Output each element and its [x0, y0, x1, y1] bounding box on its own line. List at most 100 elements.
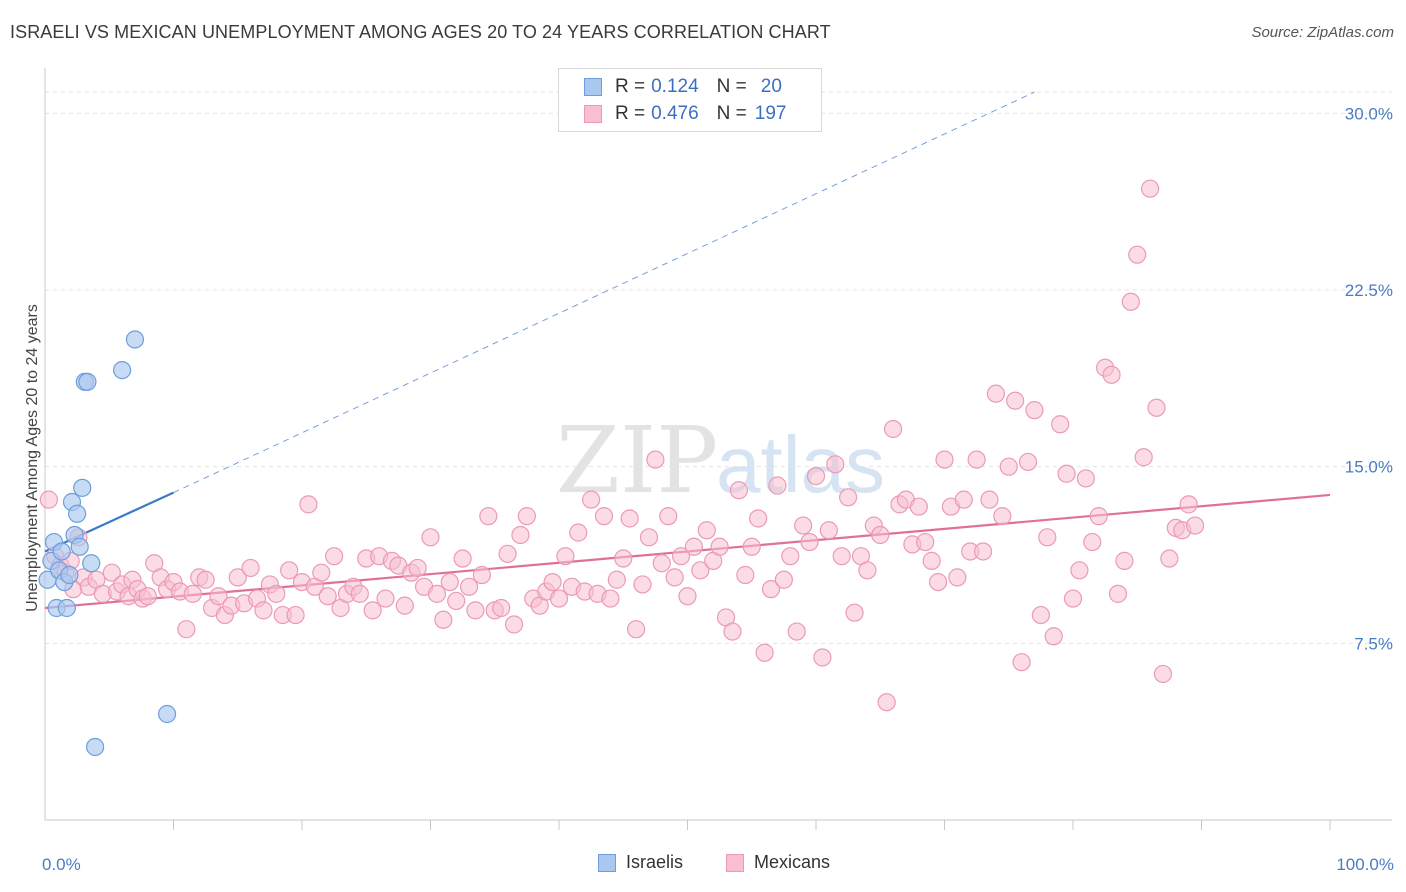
point-mexicans[interactable]: [408, 558, 427, 578]
point-mexicans[interactable]: [318, 587, 337, 606]
point-israelis[interactable]: [82, 554, 101, 573]
point-mexicans[interactable]: [1160, 549, 1179, 568]
point-mexicans[interactable]: [671, 547, 691, 566]
point-mexicans[interactable]: [556, 547, 575, 566]
point-mexicans[interactable]: [858, 561, 877, 580]
point-mexicans[interactable]: [819, 521, 838, 540]
point-israelis[interactable]: [70, 537, 89, 556]
point-israelis[interactable]: [60, 565, 79, 585]
point-mexicans[interactable]: [832, 547, 851, 566]
point-mexicans[interactable]: [511, 525, 530, 545]
point-mexicans[interactable]: [922, 551, 941, 570]
point-israelis[interactable]: [78, 372, 97, 391]
point-mexicans[interactable]: [492, 598, 511, 618]
point-mexicans[interactable]: [1057, 464, 1076, 483]
point-mexicans[interactable]: [177, 620, 196, 639]
point-mexicans[interactable]: [569, 523, 588, 542]
point-mexicans[interactable]: [376, 589, 395, 608]
point-mexicans[interactable]: [1121, 292, 1140, 311]
point-mexicans[interactable]: [1025, 401, 1044, 420]
point-mexicans[interactable]: [196, 570, 215, 589]
bottom-legend-mexicans[interactable]: Mexicans: [726, 852, 830, 873]
point-mexicans[interactable]: [1108, 584, 1128, 603]
point-mexicans[interactable]: [684, 537, 704, 556]
point-mexicans[interactable]: [973, 542, 993, 561]
point-mexicans[interactable]: [1128, 245, 1147, 264]
point-mexicans[interactable]: [787, 622, 806, 641]
point-mexicans[interactable]: [749, 509, 768, 528]
point-israelis[interactable]: [73, 478, 92, 497]
point-mexicans[interactable]: [1070, 561, 1089, 580]
point-mexicans[interactable]: [781, 547, 800, 566]
point-mexicans[interactable]: [761, 580, 781, 599]
point-mexicans[interactable]: [626, 620, 646, 639]
point-mexicans[interactable]: [614, 549, 633, 568]
point-mexicans[interactable]: [1044, 627, 1063, 646]
point-mexicans[interactable]: [639, 528, 659, 547]
point-mexicans[interactable]: [909, 497, 928, 516]
point-mexicans[interactable]: [350, 584, 369, 603]
point-mexicans[interactable]: [954, 490, 973, 509]
point-mexicans[interactable]: [601, 589, 620, 608]
point-mexicans[interactable]: [594, 507, 614, 526]
point-mexicans[interactable]: [504, 615, 524, 634]
point-mexicans[interactable]: [794, 516, 813, 535]
point-mexicans[interactable]: [440, 572, 459, 592]
point-mexicans[interactable]: [1012, 653, 1031, 672]
point-mexicans[interactable]: [1018, 452, 1038, 472]
point-mexicans[interactable]: [1102, 365, 1121, 384]
point-mexicans[interactable]: [434, 610, 453, 629]
point-mexicans[interactable]: [839, 488, 858, 507]
point-mexicans[interactable]: [999, 457, 1018, 476]
point-israelis[interactable]: [86, 737, 105, 757]
point-mexicans[interactable]: [633, 575, 652, 594]
point-mexicans[interactable]: [1153, 664, 1173, 684]
point-mexicans[interactable]: [993, 507, 1012, 526]
point-mexicans[interactable]: [241, 558, 260, 578]
point-mexicans[interactable]: [916, 532, 935, 552]
point-mexicans[interactable]: [395, 596, 414, 615]
point-mexicans[interactable]: [1051, 415, 1070, 434]
point-mexicans[interactable]: [1140, 179, 1160, 198]
point-mexicans[interactable]: [498, 544, 517, 563]
point-mexicans[interactable]: [678, 587, 697, 606]
point-mexicans[interactable]: [1063, 589, 1083, 608]
point-mexicans[interactable]: [517, 507, 536, 526]
point-mexicans[interactable]: [209, 587, 228, 606]
point-mexicans[interactable]: [1083, 532, 1102, 552]
point-mexicans[interactable]: [472, 565, 491, 585]
point-mexicans[interactable]: [659, 507, 678, 526]
point-israelis[interactable]: [57, 598, 76, 618]
point-mexicans[interactable]: [652, 554, 671, 573]
point-mexicans[interactable]: [967, 450, 986, 469]
point-mexicans[interactable]: [325, 547, 344, 566]
point-mexicans[interactable]: [1134, 448, 1153, 467]
point-mexicans[interactable]: [948, 568, 967, 587]
point-mexicans[interactable]: [607, 570, 626, 589]
point-mexicans[interactable]: [1147, 398, 1166, 417]
point-mexicans[interactable]: [768, 476, 787, 495]
point-mexicans[interactable]: [845, 603, 864, 622]
point-mexicans[interactable]: [280, 561, 299, 580]
point-mexicans[interactable]: [935, 450, 954, 469]
point-mexicans[interactable]: [447, 591, 466, 611]
point-mexicans[interactable]: [228, 568, 247, 587]
point-mexicans[interactable]: [543, 572, 562, 592]
point-israelis[interactable]: [157, 704, 177, 724]
point-mexicans[interactable]: [582, 490, 601, 509]
point-mexicans[interactable]: [980, 490, 999, 509]
point-mexicans[interactable]: [1179, 495, 1198, 514]
point-mexicans[interactable]: [710, 537, 729, 556]
point-mexicans[interactable]: [138, 587, 157, 606]
point-mexicans[interactable]: [453, 549, 472, 568]
point-mexicans[interactable]: [363, 601, 382, 620]
point-mexicans[interactable]: [466, 601, 485, 620]
point-mexicans[interactable]: [549, 589, 569, 608]
point-mexicans[interactable]: [427, 584, 447, 603]
point-mexicans[interactable]: [986, 384, 1006, 403]
bottom-legend-israelis[interactable]: Israelis: [598, 852, 683, 873]
point-mexicans[interactable]: [691, 561, 710, 580]
point-mexicans[interactable]: [665, 568, 684, 587]
point-mexicans[interactable]: [421, 528, 440, 547]
point-israelis[interactable]: [52, 542, 71, 561]
